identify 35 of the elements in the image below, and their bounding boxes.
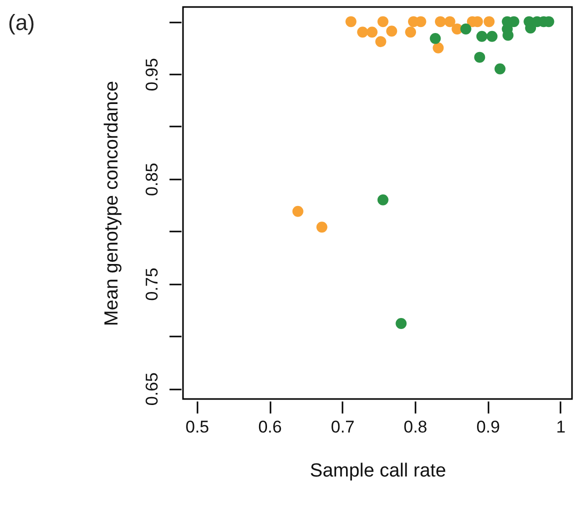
point: [486, 30, 498, 42]
y-tick-label: 0.65: [142, 372, 162, 406]
chart-title: (a): [8, 10, 35, 35]
point: [396, 318, 407, 329]
point: [432, 42, 444, 54]
point: [452, 24, 463, 34]
point: [292, 206, 304, 217]
point: [357, 26, 368, 38]
point: [444, 16, 456, 28]
point: [377, 16, 388, 28]
point: [494, 63, 506, 74]
point: [366, 26, 378, 38]
y-axis-title: Mean genotype concordance: [102, 80, 122, 326]
y-tick-label: 0.95: [142, 58, 162, 92]
point: [474, 52, 486, 63]
point: [434, 16, 446, 28]
x-tick-label: 0.9: [476, 418, 500, 436]
point: [386, 26, 398, 37]
x-tick-label: 1: [556, 418, 566, 436]
x-axis-title: Sample call rate: [310, 460, 446, 482]
point: [345, 16, 356, 28]
point: [484, 16, 495, 28]
point: [316, 222, 328, 233]
y-tick-label: 0.75: [142, 268, 162, 301]
x-tick-label: 0.6: [258, 418, 282, 436]
x-tick-label: 0.7: [330, 418, 355, 436]
y-tick-label: 0.85: [142, 162, 162, 196]
point: [375, 36, 386, 48]
point: [460, 24, 472, 34]
x-tick-label: 0.8: [404, 418, 428, 436]
point: [377, 194, 388, 206]
x-tick-label: 0.5: [185, 418, 210, 436]
point: [476, 30, 488, 42]
point: [430, 32, 441, 44]
point: [405, 26, 416, 38]
